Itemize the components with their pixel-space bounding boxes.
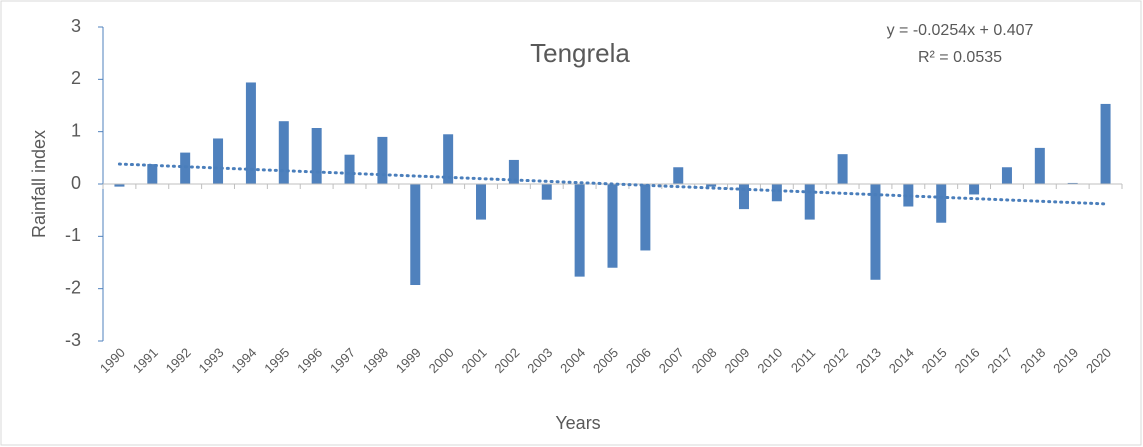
bar — [213, 138, 224, 184]
bar — [443, 134, 454, 184]
bar — [1034, 147, 1045, 184]
bar — [771, 184, 782, 202]
bar — [147, 164, 158, 184]
bar — [903, 184, 914, 207]
bar — [410, 184, 421, 286]
bar — [278, 121, 289, 184]
bar — [541, 184, 552, 200]
y-tick-label: -1 — [65, 225, 81, 245]
bar — [114, 184, 125, 187]
bar — [574, 184, 585, 277]
trend-equation: y = -0.0254x + 0.407 — [887, 22, 1034, 39]
y-tick-label: 1 — [71, 120, 81, 140]
trend-r-squared: R² = 0.0535 — [918, 49, 1002, 66]
bar — [476, 184, 487, 220]
bar — [804, 184, 815, 220]
bar — [180, 152, 191, 184]
bar — [1001, 167, 1012, 184]
bar — [837, 154, 848, 184]
y-tick-label: -3 — [65, 330, 81, 350]
bar — [640, 184, 651, 251]
y-tick-label: 0 — [71, 173, 81, 193]
bar — [1067, 182, 1078, 184]
bar — [311, 128, 322, 184]
bar — [344, 154, 355, 184]
bar — [936, 184, 947, 223]
bar — [673, 167, 684, 184]
y-tick-label: 3 — [71, 16, 81, 36]
bar — [706, 184, 717, 187]
bar — [969, 184, 980, 195]
y-tick-label: -2 — [65, 277, 81, 297]
y-axis-label: Rainfall index — [29, 130, 49, 238]
bar — [1100, 103, 1111, 184]
trendline — [117, 162, 1108, 206]
chart-title: Tengrela — [530, 38, 630, 68]
bar — [870, 184, 881, 280]
y-tick-label: 2 — [71, 68, 81, 88]
bar — [738, 184, 749, 210]
bar — [245, 82, 256, 184]
bar — [508, 159, 519, 184]
bar — [377, 136, 388, 184]
bar — [607, 184, 618, 268]
x-axis-label: Years — [555, 413, 600, 433]
